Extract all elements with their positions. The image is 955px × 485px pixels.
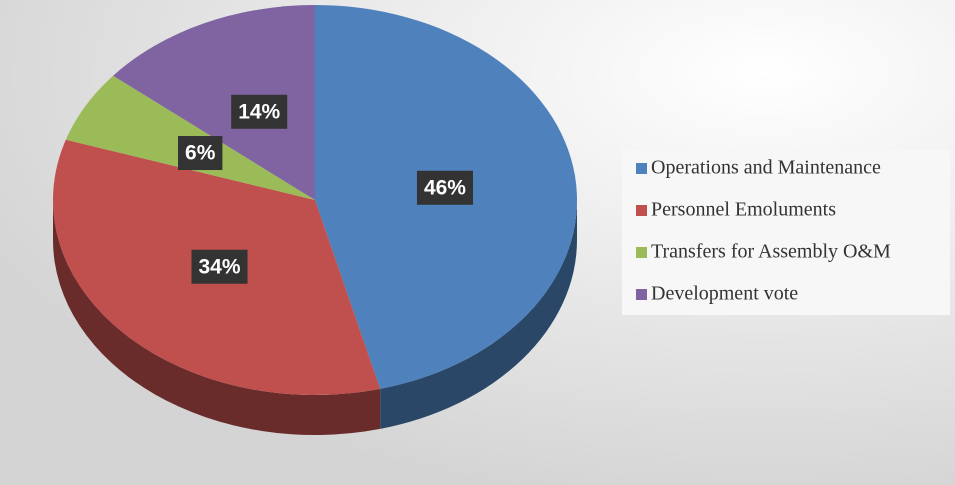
data-label: 6%	[185, 142, 216, 165]
legend-label: Transfers for Assembly O&M	[651, 241, 891, 263]
data-label: 34%	[198, 255, 240, 278]
legend-swatch	[636, 247, 647, 258]
pie-side	[53, 200, 381, 435]
data-label: 46%	[424, 176, 466, 199]
data-label-box	[178, 136, 223, 171]
data-label: 14%	[238, 100, 280, 123]
legend-box	[622, 150, 950, 315]
legend-label: Personnel Emoluments	[651, 199, 836, 221]
pie-slice	[113, 5, 315, 200]
data-label-box	[191, 249, 248, 284]
legend-swatch	[636, 289, 647, 300]
legend-swatch	[636, 205, 647, 216]
legend-swatch	[636, 163, 647, 174]
legend-label: Development vote	[651, 283, 798, 305]
legend-label: Operations and Maintenance	[651, 157, 881, 179]
data-label-box	[416, 170, 473, 205]
data-label-box	[231, 94, 288, 129]
pie-side	[380, 200, 577, 429]
